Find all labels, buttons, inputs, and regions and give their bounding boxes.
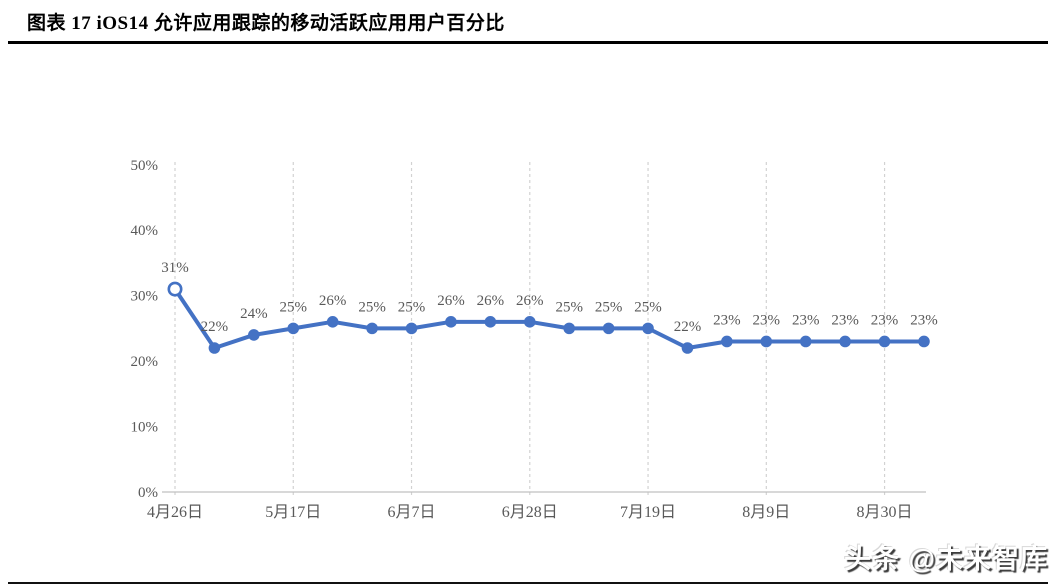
data-point-marker (563, 322, 575, 335)
data-point-label: 24% (240, 306, 268, 322)
x-axis-label: 5月17日 (265, 504, 321, 521)
data-point-marker (167, 281, 183, 297)
x-axis-label: 8月30日 (857, 504, 913, 521)
data-point-label: 25% (358, 299, 386, 315)
y-axis-label: 30% (131, 289, 159, 305)
data-point-label: 26% (437, 293, 465, 309)
watermark: 头条 @未来智库 (844, 544, 1048, 574)
y-axis-label: 10% (131, 420, 159, 436)
x-axis-label: 4月26日 (147, 504, 203, 521)
title-rule (8, 41, 1048, 44)
x-axis-label: 6月7日 (388, 504, 436, 521)
data-point-marker (799, 335, 812, 348)
data-point-marker (878, 335, 891, 348)
data-point-marker (445, 316, 457, 328)
data-point-label: 23% (713, 312, 741, 328)
data-point-marker (523, 316, 536, 328)
data-point-marker (681, 342, 694, 354)
y-axis-label: 20% (131, 354, 159, 370)
data-point-label: 25% (634, 299, 662, 315)
x-axis-label: 6月28日 (502, 504, 558, 521)
y-axis-label: 40% (131, 223, 159, 239)
data-point-marker (326, 316, 339, 328)
bottom-rule (8, 582, 1048, 584)
data-point-label: 25% (280, 299, 308, 315)
figure-title: 图表 17 iOS14 允许应用跟踪的移动活跃应用用户百分比 (27, 13, 505, 34)
data-point-label: 23% (910, 312, 938, 328)
data-point-label: 22% (674, 319, 702, 335)
data-point-label: 26% (319, 293, 347, 309)
x-axis-label: 8月9日 (742, 504, 790, 521)
data-point-label: 31% (161, 260, 189, 276)
data-point-label: 26% (477, 293, 505, 309)
data-point-label: 22% (201, 319, 229, 335)
data-point-label: 23% (831, 312, 859, 328)
data-point-marker (602, 322, 615, 335)
data-point-marker (760, 335, 773, 348)
data-point-marker (287, 322, 300, 335)
x-axis-label: 7月19日 (620, 504, 676, 521)
data-point-marker (405, 322, 418, 335)
data-point-marker (366, 322, 378, 335)
data-series-line (173, 287, 926, 351)
y-axis-label: 50% (131, 158, 159, 174)
y-axis-label: 0% (138, 485, 158, 501)
data-point-label: 25% (398, 299, 426, 315)
data-point-marker (248, 329, 260, 341)
data-point-marker (721, 335, 733, 348)
data-point-marker (918, 335, 930, 348)
data-point-label: 23% (753, 312, 781, 328)
data-point-label: 25% (555, 299, 583, 315)
data-point-label: 25% (595, 299, 623, 315)
data-point-label: 26% (516, 293, 544, 309)
data-point-label: 23% (792, 312, 820, 328)
data-point-marker (484, 316, 497, 328)
data-point-marker (208, 342, 221, 354)
data-point-marker (839, 335, 851, 348)
data-point-label: 23% (871, 312, 899, 328)
data-point-marker (642, 322, 654, 335)
